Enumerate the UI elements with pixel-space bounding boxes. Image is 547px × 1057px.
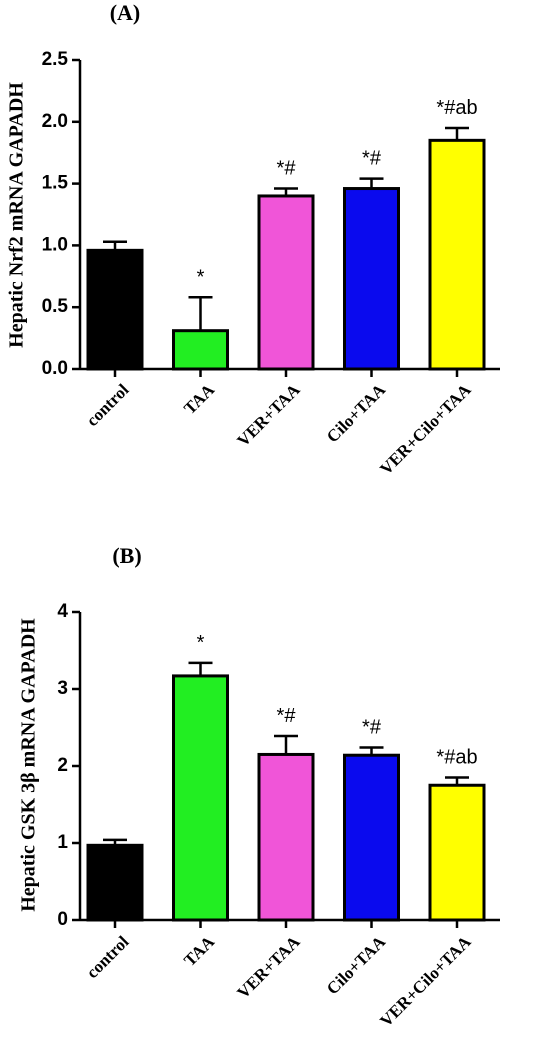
y-axis-label: Hepatic Nrf2 mRNA GAPADH [6,82,28,348]
y-tick-label: 2.5 [42,49,69,70]
bar-cilo-taa [343,753,400,922]
x-tick-label: control [83,932,133,982]
bar-taa [172,674,229,922]
y-axis-label: Hepatic GSK 3β mRNA GAPADH [18,618,40,912]
bar-ver-taa [257,194,315,371]
y-tick-label: 1 [57,832,68,853]
bar-ver-taa [257,752,315,922]
significance-label: * [197,266,205,288]
bar-control [86,843,144,922]
x-tick-label: VER+Cilo+TAA [376,380,475,479]
x-tick-label: TAA [180,932,218,970]
bar-ver-cilo-taa [428,138,486,371]
x-tick-label: VER+Cilo+TAA [376,932,475,1031]
y-tick-label: 3 [57,678,68,699]
y-tick-label: 0.5 [42,296,69,317]
x-tick-label: control [83,380,133,430]
y-tick-label: 2 [57,755,68,776]
x-tick-label: TAA [180,380,218,418]
significance-label: *# [362,717,382,739]
x-tick-label: VER+TAA [233,932,304,1003]
significance-label: *#ab [436,747,477,769]
y-tick-label: 4 [57,601,68,622]
significance-label: *# [277,158,297,180]
chart-panel-b: (B) Hepatic GSK 3β mRNA GAPADH 0 1 2 3 4 contro… [18,543,500,1031]
y-tick-label: 0 [57,909,68,930]
x-tick-label: Cilo+TAA [323,932,390,999]
chart-panel-a: (A) Hepatic Nrf2 mRNA GAPADH 0.0 0.5 1.0 1.5 2… [6,0,500,479]
y-tick-label: 2.0 [42,111,68,132]
significance-label: *# [277,705,297,727]
bar-taa [172,329,229,371]
x-tick-label: VER+TAA [233,380,304,451]
x-tick-label: Cilo+TAA [323,380,390,447]
y-tick-label: 0.0 [42,358,68,379]
y-tick-label: 1.0 [42,234,68,255]
bar-cilo-taa [343,187,400,371]
bar-ver-cilo-taa [428,783,486,922]
panel-label: (A) [110,0,141,25]
panel-label: (B) [112,543,141,568]
y-tick-label: 1.5 [42,173,69,194]
significance-label: *#ab [436,97,477,119]
bar-control [86,248,144,371]
significance-label: *# [362,148,382,170]
significance-label: * [197,632,205,654]
